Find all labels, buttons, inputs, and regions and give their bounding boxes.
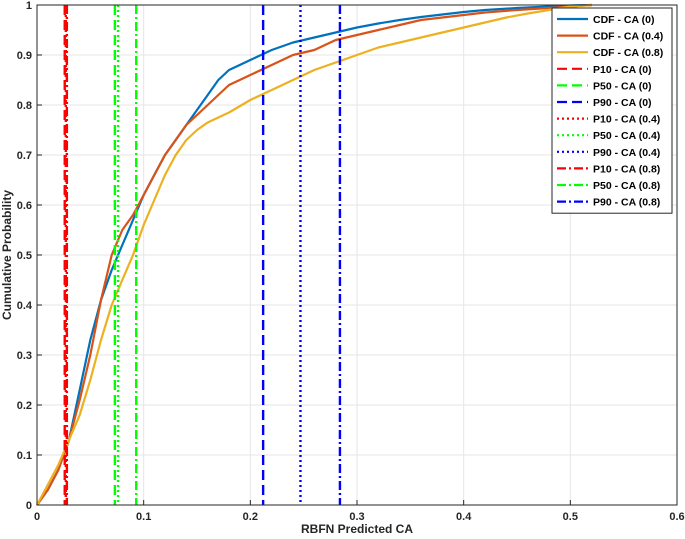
y-tick-label: 0.7 (17, 150, 32, 162)
legend-label: P50 - CA (0.8) (593, 180, 660, 192)
x-tick-label: 0.3 (349, 511, 364, 523)
legend-label: P10 - CA (0) (593, 64, 652, 76)
legend: CDF - CA (0) CDF - CA (0.4) CDF - CA (0.8)… (551, 7, 673, 214)
y-tick-label: 0.8 (17, 100, 32, 112)
y-tick-label: 0.9 (17, 50, 32, 62)
legend-label: P50 - CA (0) (593, 80, 652, 92)
x-tick-label: 0.2 (243, 511, 258, 523)
axis-ticks: 0 0.1 0.2 0.3 0.4 0.5 0.6 0 0.1 0.2 0.3 0.4 0.5 0.6 0.… (17, 0, 685, 523)
y-tick-label: 0.1 (17, 450, 32, 462)
legend-label: P90 - CA (0.4) (593, 147, 660, 159)
plot-series (36, 3, 592, 506)
y-tick-label: 0 (26, 500, 32, 512)
legend-label: CDF - CA (0.8) (593, 47, 663, 59)
legend-label: CDF - CA (0.4) (593, 31, 663, 43)
legend-label: P10 - CA (0.8) (593, 163, 660, 175)
x-tick-label: 0.1 (136, 511, 151, 523)
x-tick-label: 0 (34, 511, 40, 523)
x-axis-title: RBFN Predicted CA (301, 522, 413, 536)
series-cdf-ca-0-4-line (36, 3, 592, 506)
series-cdf-ca-0-8-line (36, 3, 592, 506)
legend-label: CDF - CA (0) (593, 14, 654, 26)
y-tick-label: 0.6 (17, 200, 32, 212)
x-tick-label: 0.5 (563, 511, 578, 523)
y-tick-label: 1 (26, 0, 32, 12)
legend-box (551, 7, 673, 214)
y-tick-label: 0.5 (17, 250, 32, 262)
x-tick-label: 0.6 (669, 511, 684, 523)
legend-label: P10 - CA (0.4) (593, 114, 660, 126)
x-tick-label: 0.4 (456, 511, 472, 523)
legend-label: P90 - CA (0.8) (593, 197, 660, 209)
y-axis-title: Cumulative Probability (0, 190, 14, 320)
y-tick-label: 0.4 (17, 300, 33, 312)
legend-label: P90 - CA (0) (593, 97, 652, 109)
y-tick-label: 0.2 (17, 400, 32, 412)
y-tick-label: 0.3 (17, 350, 32, 362)
legend-label: P50 - CA (0.4) (593, 130, 660, 142)
